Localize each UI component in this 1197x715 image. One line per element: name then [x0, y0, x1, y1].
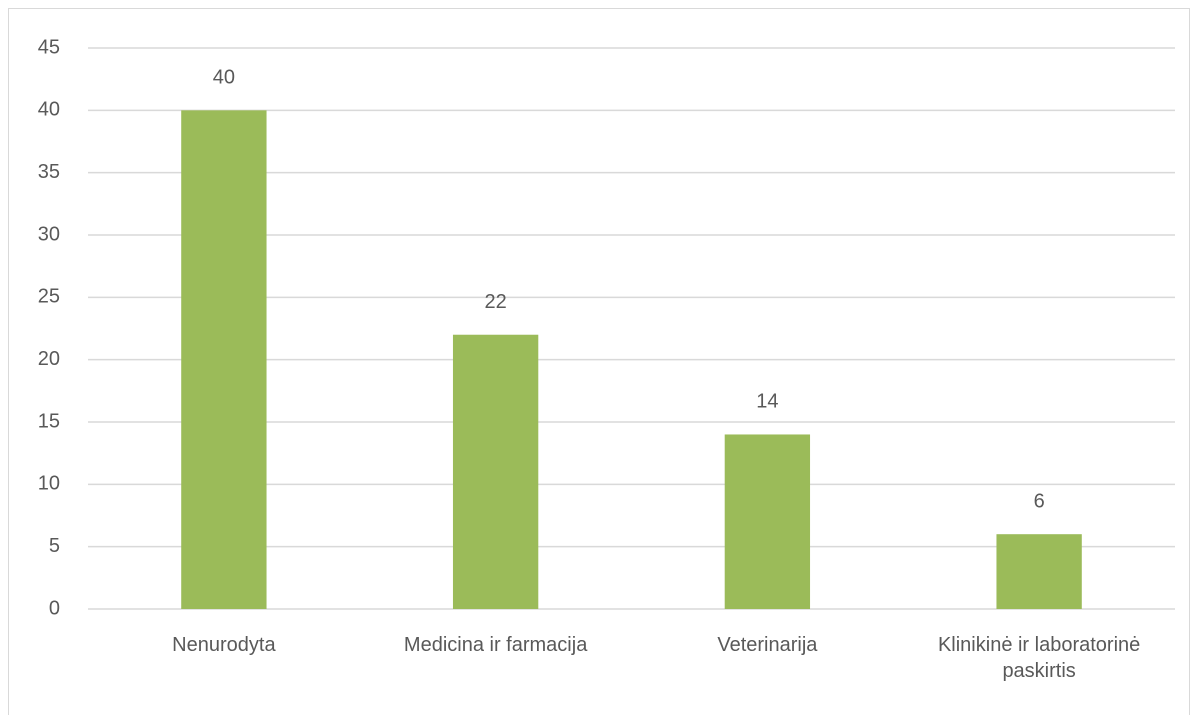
data-label: 14 [756, 391, 778, 413]
data-label: 22 [485, 291, 507, 313]
bar [181, 110, 267, 609]
y-tick-label: 25 [38, 286, 60, 308]
data-label: 6 [1034, 490, 1045, 512]
x-tick-label: Nenurodyta [172, 634, 276, 656]
bar [996, 534, 1082, 609]
y-tick-label: 40 [38, 99, 60, 121]
y-tick-label: 5 [49, 535, 60, 557]
y-tick-label: 45 [38, 36, 60, 58]
y-tick-label: 15 [38, 410, 60, 432]
y-tick-label: 0 [49, 597, 60, 619]
x-tick-label: Veterinarija [717, 634, 818, 656]
bar [452, 334, 539, 609]
x-tick-label: Klinikinė ir laboratorinė paskirtis [937, 634, 1141, 682]
chart-border [8, 8, 1190, 715]
y-tick-label: 30 [38, 223, 60, 245]
x-tick-label: Medicina ir farmacija [403, 634, 588, 656]
y-tick-label: 10 [38, 473, 60, 495]
data-label: 40 [213, 67, 235, 89]
bar [724, 434, 811, 609]
y-tick-label: 20 [38, 348, 60, 370]
y-tick-label: 35 [38, 161, 60, 183]
